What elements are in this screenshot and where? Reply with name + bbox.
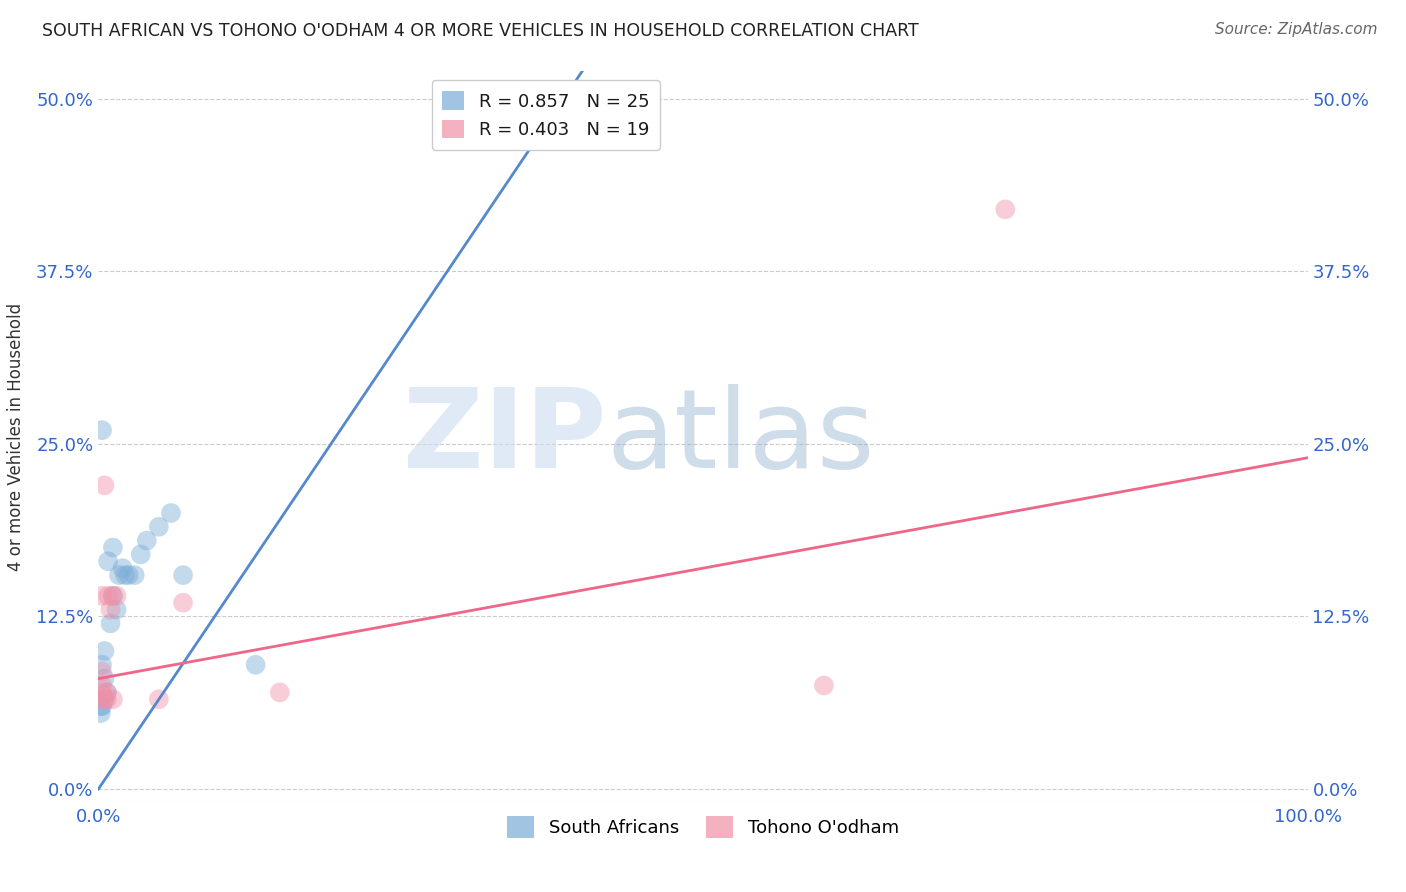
Point	[245, 657, 267, 672]
Point	[118, 568, 141, 582]
Text: ZIP: ZIP	[404, 384, 606, 491]
Point	[93, 692, 115, 706]
Point	[148, 692, 170, 706]
Point	[172, 596, 194, 610]
Text: atlas: atlas	[606, 384, 875, 491]
Point	[93, 478, 115, 492]
Point	[129, 548, 152, 562]
Point	[90, 699, 112, 714]
Point	[105, 602, 128, 616]
Point	[96, 685, 118, 699]
Point	[994, 202, 1017, 217]
Point	[97, 554, 120, 568]
Y-axis label: 4 or more Vehicles in Household: 4 or more Vehicles in Household	[7, 303, 25, 571]
Point	[148, 520, 170, 534]
Point	[124, 568, 146, 582]
Point	[91, 699, 114, 714]
Point	[160, 506, 183, 520]
Point	[172, 568, 194, 582]
Point	[90, 706, 112, 720]
Point	[93, 692, 115, 706]
Point	[111, 561, 134, 575]
Point	[101, 589, 124, 603]
Text: SOUTH AFRICAN VS TOHONO O'ODHAM 4 OR MORE VEHICLES IN HOUSEHOLD CORRELATION CHAR: SOUTH AFRICAN VS TOHONO O'ODHAM 4 OR MOR…	[42, 22, 920, 40]
Point	[100, 602, 122, 616]
Point	[91, 589, 114, 603]
Point	[108, 568, 131, 582]
Point	[105, 589, 128, 603]
Point	[91, 423, 114, 437]
Point	[91, 657, 114, 672]
Point	[93, 672, 115, 686]
Point	[96, 685, 118, 699]
Legend: South Africans, Tohono O'odham: South Africans, Tohono O'odham	[501, 808, 905, 845]
Point	[135, 533, 157, 548]
Point	[114, 568, 136, 582]
Point	[91, 665, 114, 679]
Point	[101, 541, 124, 555]
Point	[97, 589, 120, 603]
Point	[93, 644, 115, 658]
Point	[91, 685, 114, 699]
Point	[269, 685, 291, 699]
Point	[91, 678, 114, 692]
Point	[100, 616, 122, 631]
Point	[101, 589, 124, 603]
Text: Source: ZipAtlas.com: Source: ZipAtlas.com	[1215, 22, 1378, 37]
Point	[96, 692, 118, 706]
Point	[813, 678, 835, 692]
Point	[91, 692, 114, 706]
Point	[101, 692, 124, 706]
